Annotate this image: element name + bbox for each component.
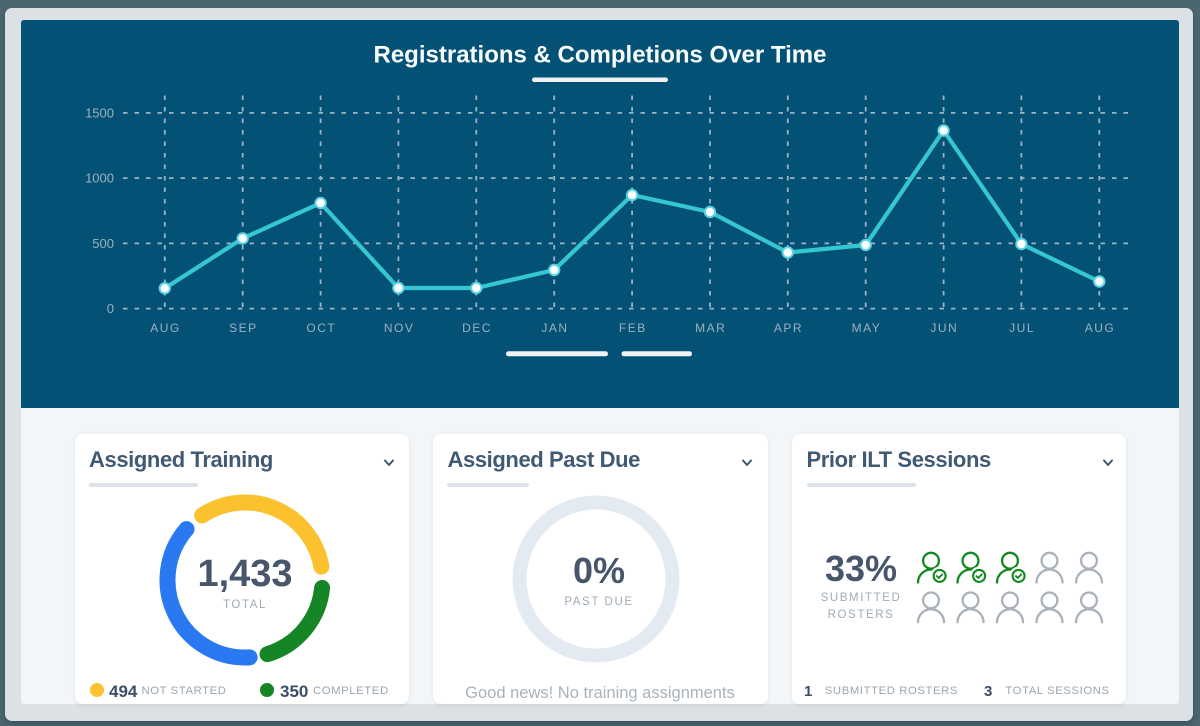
- svg-text:0: 0: [107, 301, 114, 316]
- svg-text:SEP: SEP: [229, 321, 258, 335]
- svg-text:500: 500: [92, 236, 114, 251]
- svg-text:MAR: MAR: [695, 321, 726, 335]
- svg-text:NOV: NOV: [384, 321, 415, 335]
- svg-text:MAY: MAY: [852, 321, 882, 335]
- svg-text:Registrations & Completions Ov: Registrations & Completions Over Time: [374, 42, 827, 69]
- svg-text:OCT: OCT: [306, 321, 336, 335]
- svg-text:AUG: AUG: [1085, 321, 1116, 335]
- svg-text:DEC: DEC: [462, 321, 492, 335]
- svg-text:JUN: JUN: [930, 321, 958, 335]
- svg-text:JAN: JAN: [541, 321, 568, 335]
- svg-text:APR: APR: [774, 321, 803, 335]
- svg-text:JUL: JUL: [1009, 321, 1035, 335]
- svg-text:FEB: FEB: [619, 321, 647, 335]
- svg-text:1000: 1000: [85, 171, 114, 186]
- svg-text:1500: 1500: [85, 105, 114, 120]
- svg-text:AUG: AUG: [150, 321, 181, 335]
